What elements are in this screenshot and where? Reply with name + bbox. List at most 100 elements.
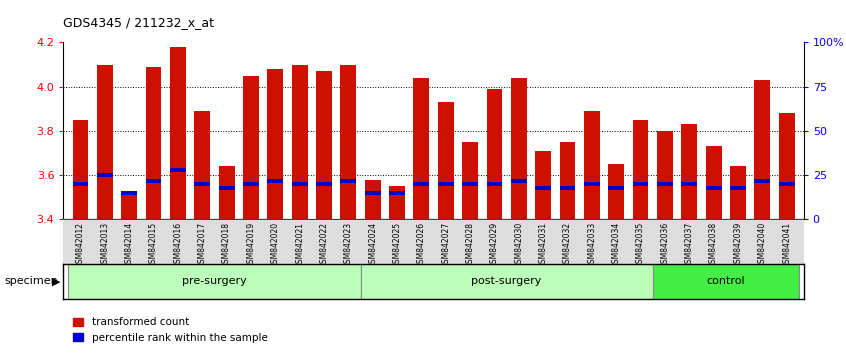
Text: pre-surgery: pre-surgery: [182, 276, 247, 286]
Bar: [195, 111, 210, 219]
Text: GSM842018: GSM842018: [222, 222, 231, 268]
Bar: [340, 65, 356, 219]
Bar: [778, 113, 794, 219]
Text: GSM842038: GSM842038: [709, 222, 718, 268]
Bar: [121, 191, 137, 219]
Bar: [657, 182, 673, 186]
Bar: [653, 264, 799, 299]
Text: GSM842014: GSM842014: [124, 222, 134, 268]
Bar: [97, 65, 113, 219]
Bar: [414, 78, 429, 219]
Bar: [462, 182, 478, 186]
Bar: [389, 186, 405, 219]
Text: GSM842030: GSM842030: [514, 222, 524, 268]
Text: GSM842029: GSM842029: [490, 222, 499, 268]
Text: GSM842036: GSM842036: [661, 222, 669, 268]
Legend: transformed count, percentile rank within the sample: transformed count, percentile rank withi…: [69, 313, 272, 347]
Bar: [584, 182, 600, 186]
Text: GSM842026: GSM842026: [417, 222, 426, 268]
Bar: [195, 182, 210, 186]
Bar: [146, 178, 162, 183]
Bar: [706, 147, 722, 219]
Bar: [730, 185, 746, 190]
Bar: [730, 166, 746, 219]
Bar: [486, 182, 503, 186]
Bar: [243, 76, 259, 219]
Bar: [218, 185, 234, 190]
Bar: [292, 65, 308, 219]
Text: GSM842037: GSM842037: [684, 222, 694, 268]
Bar: [706, 185, 722, 190]
Bar: [170, 47, 186, 219]
Bar: [389, 191, 405, 195]
Bar: [633, 182, 649, 186]
Text: GSM842041: GSM842041: [783, 222, 791, 268]
Text: GSM842016: GSM842016: [173, 222, 183, 268]
Bar: [292, 182, 308, 186]
Bar: [462, 142, 478, 219]
Text: GDS4345 / 211232_x_at: GDS4345 / 211232_x_at: [63, 16, 214, 29]
Bar: [778, 182, 794, 186]
Text: GSM842025: GSM842025: [393, 222, 402, 268]
Text: GSM842013: GSM842013: [101, 222, 109, 268]
Text: GSM842012: GSM842012: [76, 222, 85, 268]
Bar: [536, 151, 551, 219]
Text: GSM842015: GSM842015: [149, 222, 158, 268]
Text: control: control: [706, 276, 745, 286]
Bar: [486, 89, 503, 219]
Text: GSM842023: GSM842023: [343, 222, 353, 268]
Bar: [584, 111, 600, 219]
Text: GSM842031: GSM842031: [539, 222, 547, 268]
Bar: [267, 69, 283, 219]
Bar: [69, 264, 360, 299]
Bar: [267, 178, 283, 183]
Text: GSM842017: GSM842017: [198, 222, 206, 268]
Text: GSM842040: GSM842040: [758, 222, 766, 268]
Bar: [608, 164, 624, 219]
Bar: [121, 191, 137, 195]
Bar: [536, 185, 551, 190]
Text: specimen: specimen: [4, 276, 58, 286]
Bar: [559, 185, 575, 190]
Bar: [559, 142, 575, 219]
Text: GSM842020: GSM842020: [271, 222, 280, 268]
Bar: [681, 124, 697, 219]
Text: GSM842024: GSM842024: [368, 222, 377, 268]
Bar: [365, 180, 381, 219]
Bar: [73, 120, 89, 219]
Bar: [146, 67, 162, 219]
Text: GSM842035: GSM842035: [636, 222, 645, 268]
Bar: [73, 182, 89, 186]
Bar: [170, 168, 186, 172]
Text: GSM842034: GSM842034: [612, 222, 621, 268]
Bar: [657, 131, 673, 219]
Text: GSM842033: GSM842033: [587, 222, 596, 268]
Bar: [633, 120, 649, 219]
Bar: [360, 264, 653, 299]
Bar: [365, 191, 381, 195]
Bar: [755, 178, 770, 183]
Text: GSM842027: GSM842027: [442, 222, 450, 268]
Bar: [755, 80, 770, 219]
Bar: [340, 178, 356, 183]
Text: post-surgery: post-surgery: [471, 276, 541, 286]
Text: GSM842019: GSM842019: [246, 222, 255, 268]
Bar: [218, 166, 234, 219]
Text: GSM842028: GSM842028: [465, 222, 475, 268]
Text: GSM842032: GSM842032: [563, 222, 572, 268]
Bar: [316, 182, 332, 186]
Text: GSM842039: GSM842039: [733, 222, 743, 268]
Bar: [414, 182, 429, 186]
Bar: [438, 102, 453, 219]
Text: ▶: ▶: [52, 276, 61, 286]
Bar: [438, 182, 453, 186]
Text: GSM842022: GSM842022: [320, 222, 328, 268]
Bar: [316, 71, 332, 219]
Bar: [681, 182, 697, 186]
Bar: [243, 182, 259, 186]
Text: GSM842021: GSM842021: [295, 222, 305, 268]
Bar: [511, 178, 527, 183]
Bar: [97, 173, 113, 177]
Bar: [511, 78, 527, 219]
Bar: [608, 185, 624, 190]
